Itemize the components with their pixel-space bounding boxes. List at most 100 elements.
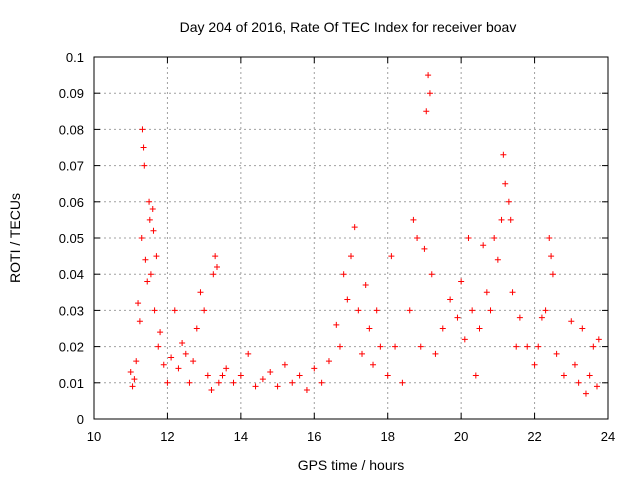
data-point xyxy=(469,307,476,314)
data-point xyxy=(483,289,490,296)
x-tick-label: 22 xyxy=(527,429,541,444)
data-point xyxy=(410,216,417,223)
data-point xyxy=(392,343,399,350)
data-point xyxy=(507,216,514,223)
y-tick-label: 0.1 xyxy=(66,50,84,65)
data-point xyxy=(197,289,204,296)
data-point xyxy=(136,318,143,325)
data-point xyxy=(586,372,593,379)
data-point xyxy=(575,379,582,386)
data-point xyxy=(149,206,156,213)
data-point xyxy=(432,350,439,357)
data-point xyxy=(210,271,217,278)
data-point xyxy=(406,307,413,314)
data-point xyxy=(179,339,186,346)
data-point xyxy=(560,372,567,379)
data-point xyxy=(171,307,178,314)
data-point xyxy=(516,314,523,321)
data-point xyxy=(348,253,354,260)
data-point xyxy=(359,350,366,357)
data-point xyxy=(237,372,244,379)
data-point xyxy=(472,372,479,379)
x-tick-label: 10 xyxy=(87,429,101,444)
data-point xyxy=(538,314,545,321)
data-point xyxy=(151,307,158,314)
data-point xyxy=(139,126,146,133)
data-point xyxy=(141,162,148,169)
data-point xyxy=(531,361,538,368)
data-point xyxy=(160,361,167,368)
data-point xyxy=(129,383,136,390)
data-point xyxy=(252,383,259,390)
data-point xyxy=(439,325,446,332)
data-point xyxy=(281,361,288,368)
data-point xyxy=(204,372,211,379)
data-point xyxy=(373,307,380,314)
data-point xyxy=(289,379,296,386)
data-point xyxy=(155,343,162,350)
data-point xyxy=(355,307,362,314)
grid-lines xyxy=(94,57,608,419)
data-point xyxy=(417,343,424,350)
y-tick-label: 0.09 xyxy=(59,86,84,101)
data-point xyxy=(259,376,266,383)
data-point xyxy=(590,343,597,350)
data-point xyxy=(370,361,377,368)
data-point xyxy=(190,358,197,365)
axis-ticks: 10 12 14 16 18 20 22 24 0 0.01 0.02 0.03 0.04 0.05 0.0… xyxy=(59,50,616,444)
x-tick-label: 16 xyxy=(307,429,321,444)
data-point xyxy=(524,343,531,350)
data-point xyxy=(377,343,384,350)
data-point xyxy=(571,361,578,368)
data-point xyxy=(142,256,149,263)
x-axis-label: GPS time / hours xyxy=(298,457,405,473)
x-tick-label: 18 xyxy=(380,429,394,444)
data-point xyxy=(388,253,395,260)
data-point xyxy=(454,314,461,321)
data-point xyxy=(133,358,140,365)
data-point xyxy=(193,325,200,332)
data-point xyxy=(553,350,560,357)
data-point xyxy=(186,379,193,386)
data-point xyxy=(182,350,189,357)
data-point xyxy=(267,368,274,375)
data-point xyxy=(414,235,421,241)
data-point xyxy=(351,224,358,231)
data-point xyxy=(476,325,483,332)
data-point xyxy=(127,368,134,375)
data-point xyxy=(311,365,318,372)
data-point xyxy=(513,343,520,350)
data-point xyxy=(336,343,343,350)
data-point xyxy=(344,296,351,303)
data-point xyxy=(595,336,602,343)
data-point xyxy=(423,108,430,115)
data-point xyxy=(340,271,347,278)
data-point xyxy=(487,307,494,314)
data-point xyxy=(147,271,154,278)
data-point xyxy=(245,350,252,357)
data-point xyxy=(546,235,553,241)
data-point xyxy=(213,263,220,270)
y-tick-label: 0.08 xyxy=(59,122,84,137)
data-point xyxy=(296,372,303,379)
data-point xyxy=(542,307,549,314)
data-point xyxy=(153,253,160,260)
data-point xyxy=(579,325,586,332)
data-point xyxy=(549,271,556,278)
data-point xyxy=(461,336,468,343)
x-tick-label: 20 xyxy=(454,429,468,444)
data-point xyxy=(426,90,433,97)
data-point xyxy=(215,379,222,386)
data-point xyxy=(175,365,182,372)
plot-frame xyxy=(93,56,609,420)
data-point xyxy=(223,365,230,372)
data-point xyxy=(494,256,501,263)
x-tick-label: 24 xyxy=(601,429,615,444)
y-tick-label: 0 xyxy=(77,412,84,427)
data-point xyxy=(146,198,153,205)
data-point xyxy=(447,296,454,303)
data-point xyxy=(146,216,153,223)
data-point xyxy=(274,383,281,390)
data-point xyxy=(303,387,310,394)
